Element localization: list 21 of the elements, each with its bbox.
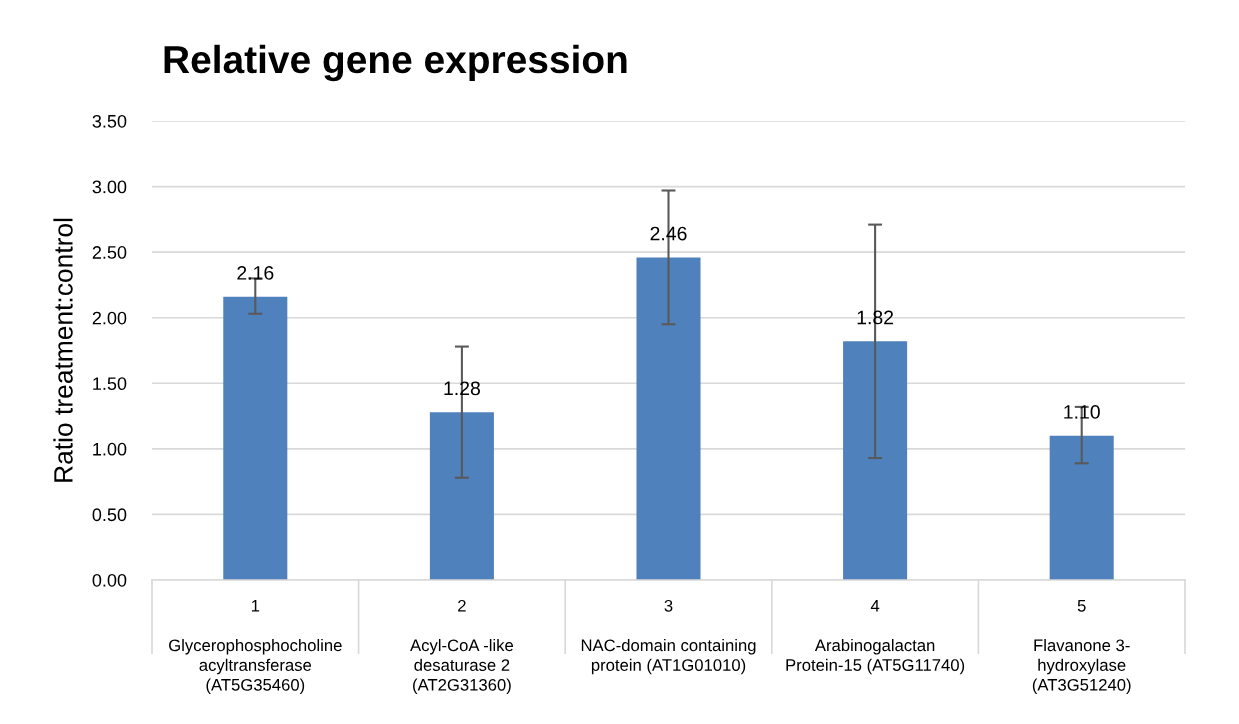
y-tick-label: 3.00: [92, 180, 127, 194]
data-label: 2.16: [237, 266, 274, 280]
category-label: 5 Flavanone 3- hydroxylase (AT3G51240): [1032, 600, 1131, 695]
chart-title: Relative gene expression: [164, 44, 627, 82]
y-tick-label: 0.50: [92, 508, 127, 522]
y-tick-label: 3.50: [92, 114, 127, 128]
y-tick-label: 0.00: [92, 573, 127, 587]
category-label: 1 Glycerophosphocholine acyltransferase (AT5G35460): [169, 600, 342, 695]
bar: [1049, 435, 1114, 580]
category-label: 4 Arabinogalactan Protein-15 (AT5G11740): [786, 600, 965, 675]
bar: [223, 296, 288, 580]
y-tick-label: 1.50: [93, 377, 127, 391]
bar: [843, 341, 908, 580]
category-label: 3 NAC-domain containing protein (AT1G01010): [581, 599, 756, 675]
y-tick-label: 1.00: [93, 442, 127, 456]
category-label: 2 Acyl-CoA -like desaturase 2 (AT2G31360): [410, 599, 514, 695]
bar: [636, 257, 701, 580]
bar: [429, 412, 494, 580]
y-tick-label: 2.00: [92, 311, 127, 325]
y-tick-label: 2.50: [92, 246, 127, 259]
y-axis-title: Ratio treatment:control: [53, 218, 73, 482]
